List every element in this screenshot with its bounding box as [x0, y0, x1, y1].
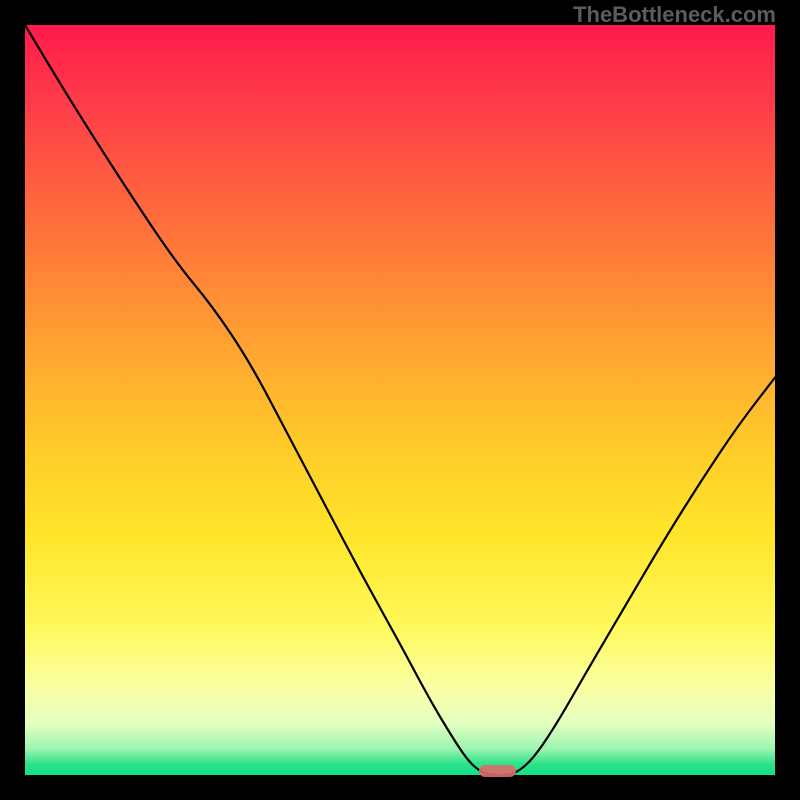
- bottleneck-curve: [25, 25, 775, 775]
- chart-frame: TheBottleneck.com: [0, 0, 800, 800]
- curve-layer: [25, 25, 775, 775]
- plot-area: [25, 25, 775, 775]
- watermark-text: TheBottleneck.com: [573, 2, 776, 28]
- optimum-marker: [479, 765, 517, 777]
